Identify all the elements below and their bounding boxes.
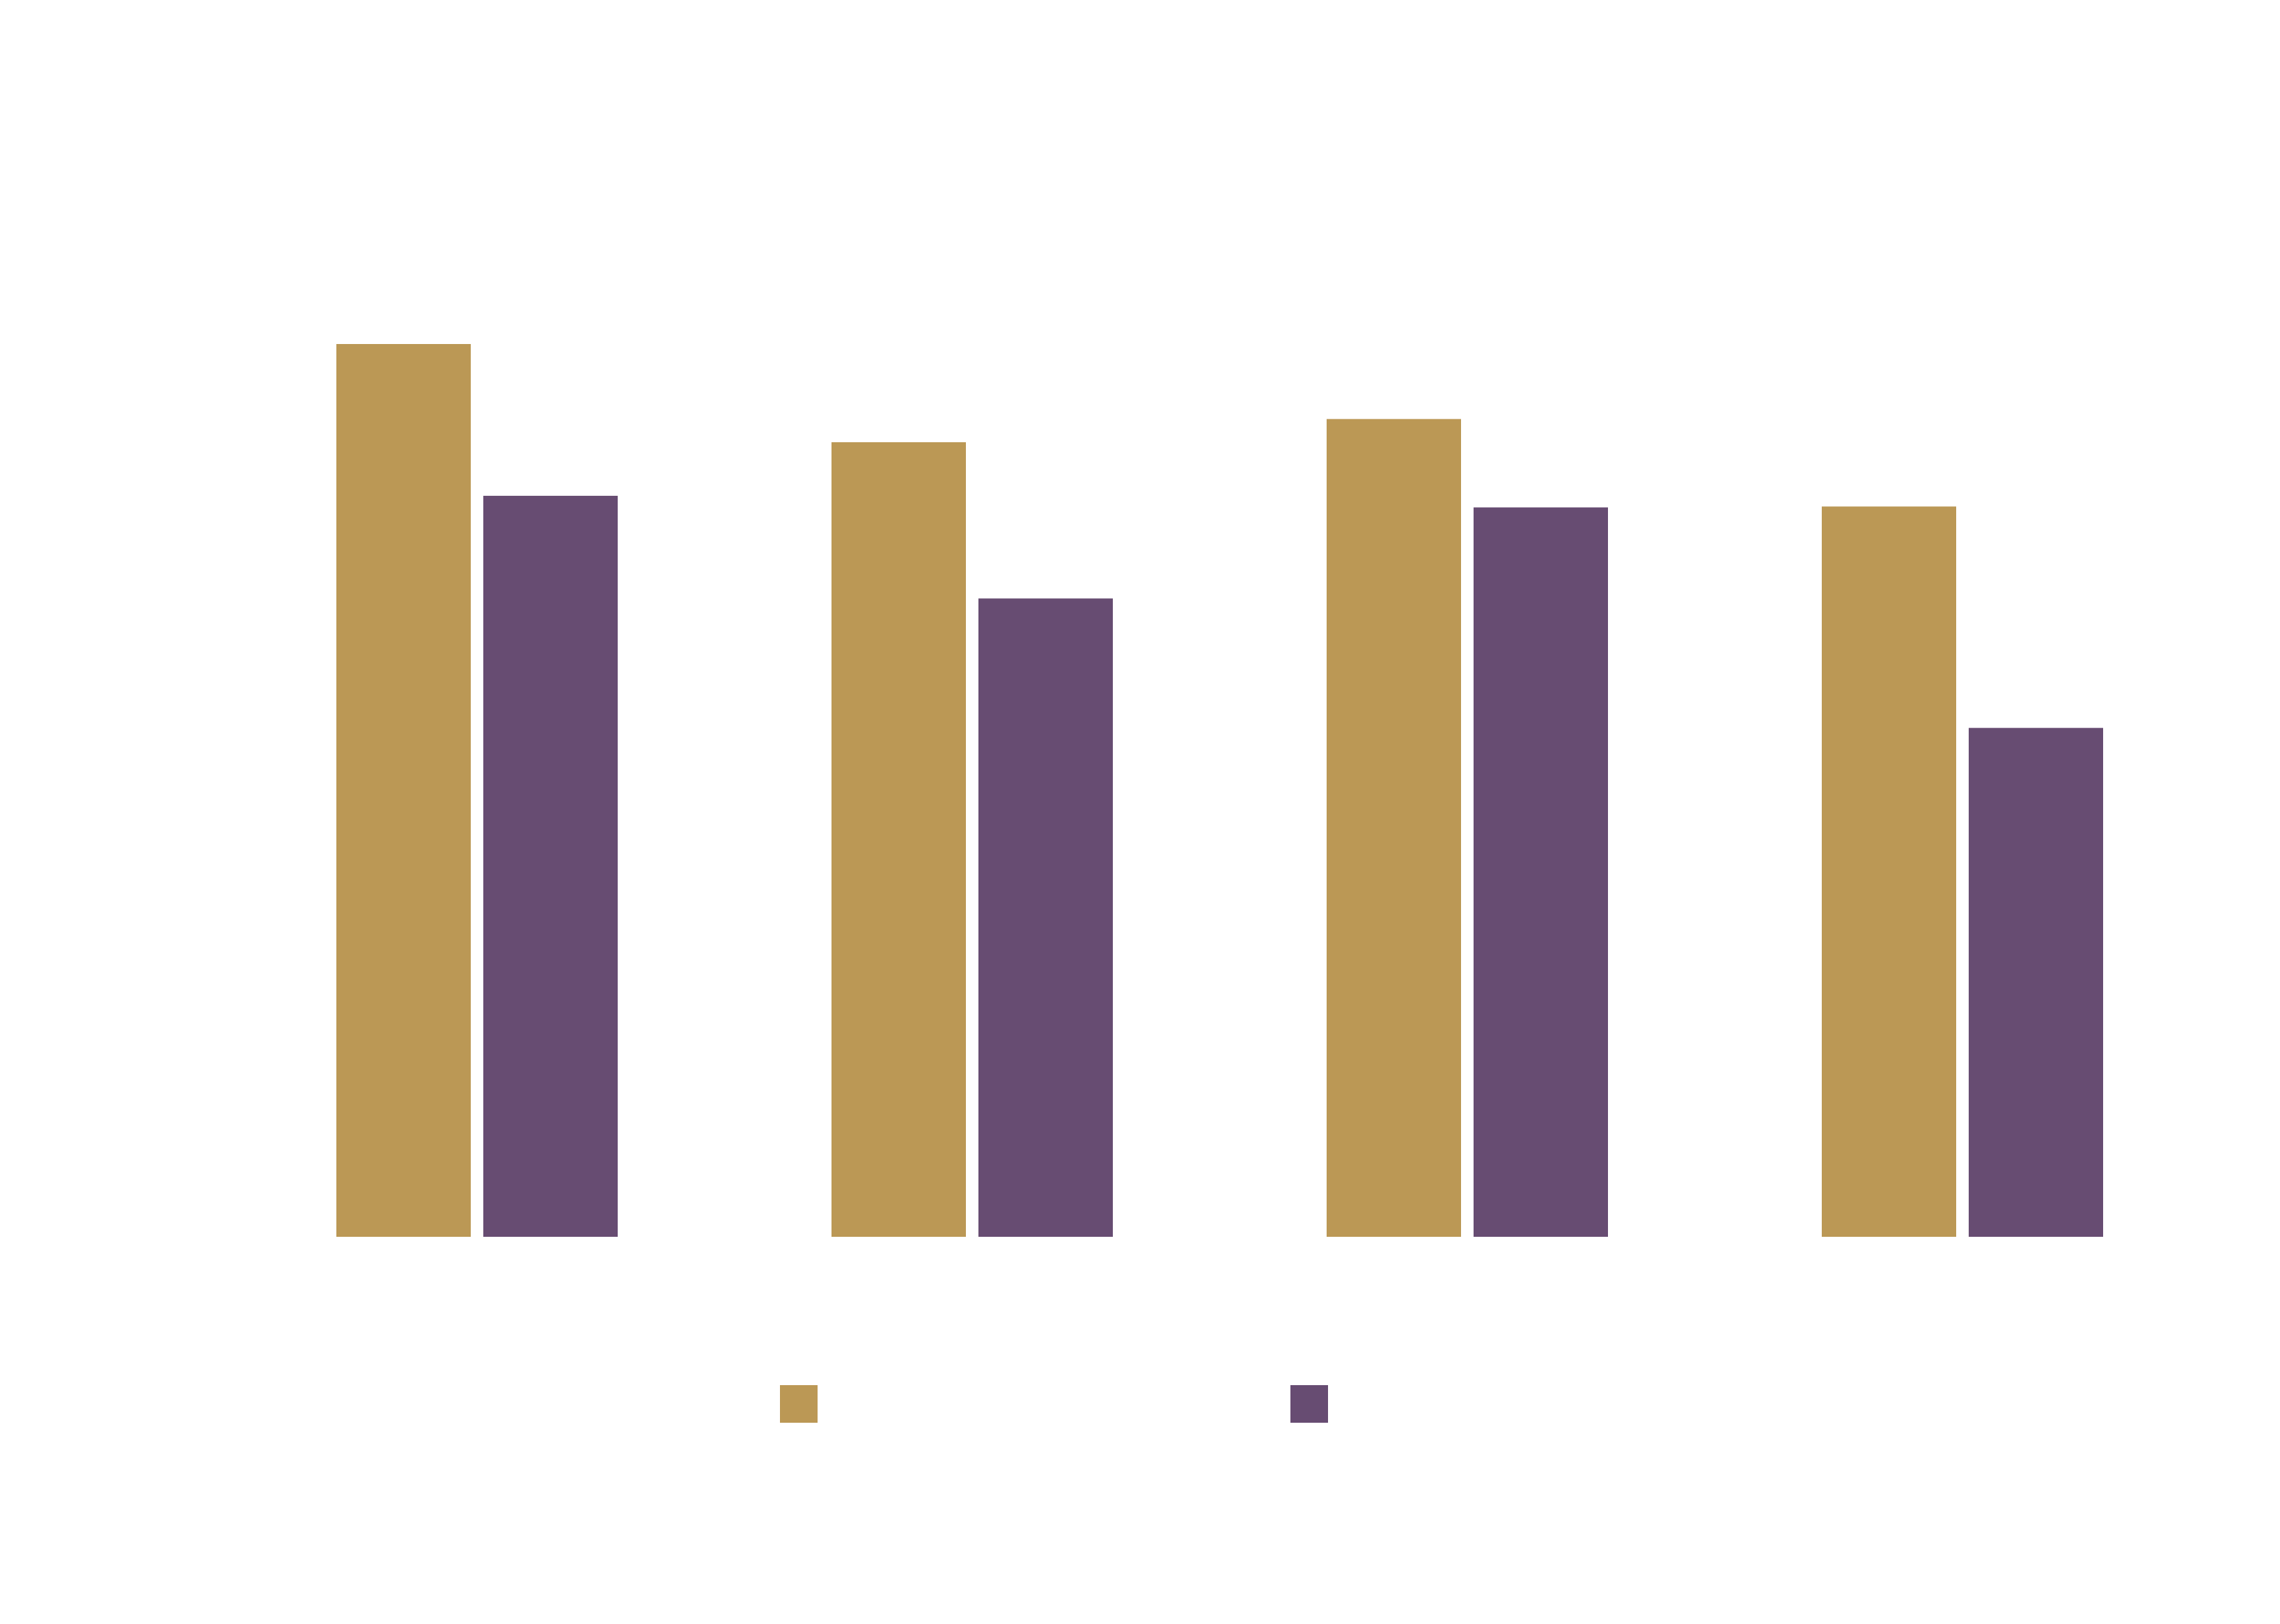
bars-group bbox=[336, 344, 2103, 1237]
legend-swatch-series-1 bbox=[780, 1385, 818, 1423]
bar-series-2-group-1 bbox=[483, 495, 618, 1237]
bar-series-1-group-4 bbox=[1822, 506, 1956, 1237]
bar-series-1-group-1 bbox=[336, 344, 471, 1237]
bar-series-1-group-3 bbox=[1327, 419, 1461, 1237]
legend-swatch-series-2 bbox=[1290, 1385, 1328, 1423]
bar-series-1-group-2 bbox=[831, 442, 966, 1237]
bar-series-2-group-4 bbox=[1969, 728, 2103, 1237]
bar-series-2-group-2 bbox=[978, 598, 1113, 1237]
legend bbox=[780, 1385, 1328, 1423]
bar-series-2-group-3 bbox=[1474, 507, 1608, 1237]
